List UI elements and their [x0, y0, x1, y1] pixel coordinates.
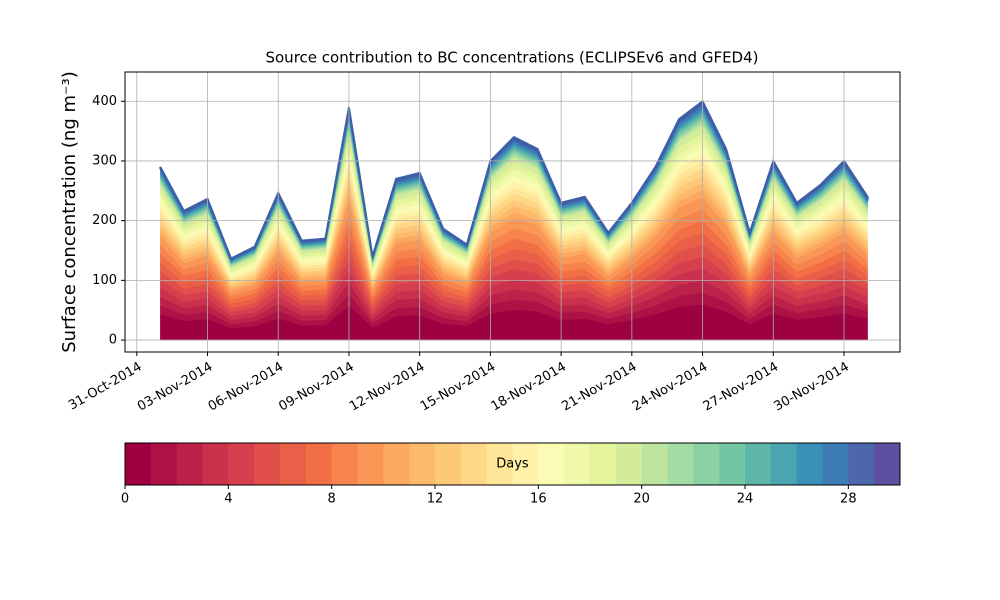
y-tick-label: 300: [92, 153, 117, 168]
x-tick-label: 03-Nov-2014: [135, 360, 215, 415]
colorbar-cell: [564, 443, 591, 485]
area-layer: [159, 99, 869, 261]
colorbar-cell: [460, 443, 488, 485]
colorbar-cell: [822, 443, 849, 485]
colorbar-cell: [280, 443, 307, 485]
colorbar-cell: [770, 443, 798, 485]
x-tick-label: 12-Nov-2014: [347, 360, 427, 415]
colorbar-cell: [641, 443, 668, 485]
colorbar-cell: [796, 443, 823, 485]
colorbar-cell: [745, 443, 772, 485]
colorbar-cell: [331, 443, 358, 485]
colorbar-cell: [512, 443, 539, 485]
colorbar-cell: [176, 443, 203, 485]
y-tick-label: 100: [92, 273, 117, 288]
plot-frame: [124, 71, 901, 353]
colorbar-frame: [124, 442, 901, 486]
x-tick-label: 21-Nov-2014: [559, 360, 639, 415]
colorbar-cell: [357, 443, 384, 485]
colorbar-cell: [590, 443, 617, 485]
colorbar-tick-label: 16: [530, 492, 547, 507]
x-tick-label: 09-Nov-2014: [276, 360, 356, 415]
x-tick-label: 24-Nov-2014: [630, 360, 710, 415]
y-axis-label: Surface concentration (ng m⁻³): [59, 71, 80, 353]
colorbar-cell: [228, 443, 255, 485]
colorbar-cell: [719, 443, 746, 485]
x-tick-label: 30-Nov-2014: [771, 360, 851, 415]
colorbar-tick-label: 24: [737, 492, 754, 507]
x-tick-label: 15-Nov-2014: [418, 360, 498, 415]
x-tick-label: 18-Nov-2014: [489, 360, 569, 415]
colorbar-cell: [125, 443, 152, 485]
x-tick-label: 06-Nov-2014: [206, 360, 286, 415]
colorbar-cell: [150, 443, 178, 485]
x-tick-label: 31-Oct-2014: [66, 360, 144, 414]
colorbar-tick-label: 20: [633, 492, 650, 507]
colorbar-tick-label: 12: [427, 492, 444, 507]
colorbar-tick-label: 4: [224, 492, 232, 507]
colorbar-cell: [667, 443, 694, 485]
colorbar-cell: [254, 443, 281, 485]
colorbar-cell: [383, 443, 410, 485]
colorbar-cell: [202, 443, 229, 485]
colorbar-cell: [435, 443, 462, 485]
x-tick-label: 27-Nov-2014: [701, 360, 781, 415]
colorbar-cell: [486, 443, 513, 485]
colorbar-cell: [615, 443, 643, 485]
colorbar-cell: [409, 443, 436, 485]
y-tick-label: 400: [92, 94, 117, 109]
y-tick-label: 0: [109, 333, 117, 348]
colorbar-tick-label: 0: [121, 492, 129, 507]
colorbar-cell: [538, 443, 565, 485]
colorbar-tick-label: 8: [328, 492, 336, 507]
colorbar-cell: [305, 443, 333, 485]
chart-title: Source contribution to BC concentrations…: [265, 49, 758, 67]
colorbar-cell: [693, 443, 720, 485]
colorbar-label: Days: [496, 457, 529, 472]
colorbar-cell: [874, 443, 901, 485]
colorbar-tick-label: 28: [840, 492, 857, 507]
y-tick-label: 200: [92, 213, 117, 228]
colorbar-cell: [848, 443, 875, 485]
